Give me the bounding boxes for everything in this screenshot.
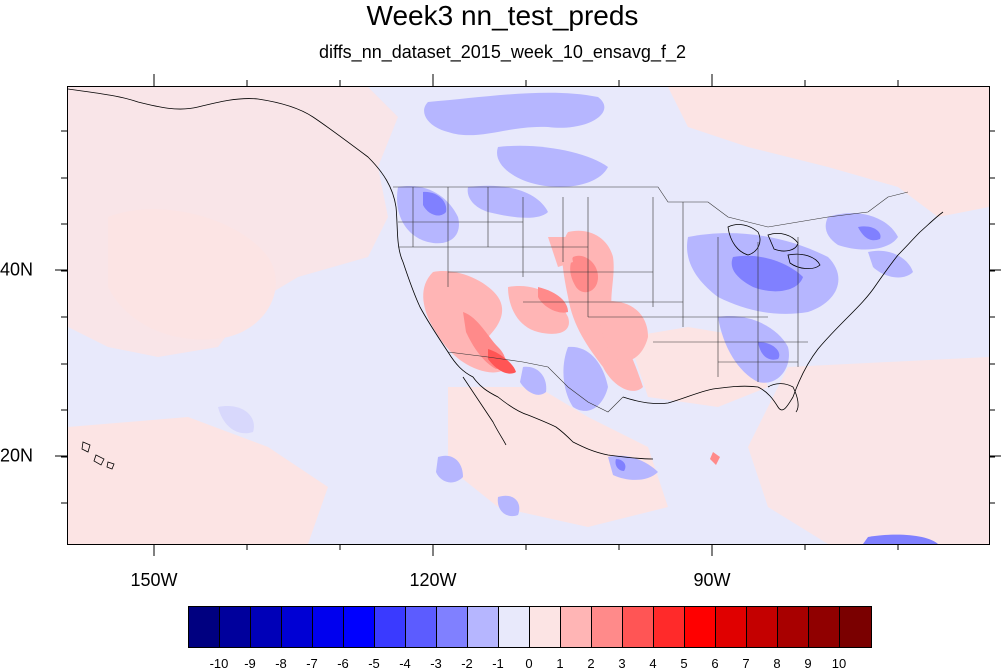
- colorbar-swatch: [840, 607, 871, 647]
- colorbar-label: 10: [831, 656, 847, 671]
- map-panel: [67, 86, 990, 545]
- colorbar-swatch: [561, 607, 592, 647]
- colorbar-swatch: [654, 607, 685, 647]
- colorbar-label: -5: [368, 656, 380, 671]
- political-borders: [393, 186, 909, 413]
- lon-label-150w: 150W: [130, 570, 178, 590]
- colorbar-label: -6: [337, 656, 349, 671]
- colorbar-label: -8: [275, 656, 287, 671]
- colorbar-label: -7: [306, 656, 318, 671]
- colorbar-swatch: [375, 607, 406, 647]
- colorbar-swatch: [189, 607, 220, 647]
- colorbar-swatch: [220, 607, 251, 647]
- positive-anomalies: [423, 230, 720, 465]
- colorbar-label: 0: [525, 656, 533, 671]
- colorbar-swatch: [251, 607, 282, 647]
- colorbar-swatch: [313, 607, 344, 647]
- colorbar-label: 2: [587, 656, 595, 671]
- colorbar-label: 5: [680, 656, 688, 671]
- lat-label-20n: 20N: [0, 445, 34, 466]
- colorbar-label: 6: [711, 656, 719, 671]
- colorbar-label: 1: [556, 656, 564, 671]
- lat-label-40n: 40N: [0, 259, 34, 280]
- pale-red-regions: [68, 87, 989, 544]
- colorbar-swatch: [282, 607, 313, 647]
- colorbar-swatch: [747, 607, 778, 647]
- map-title: Week3 nn_test_preds: [366, 0, 639, 31]
- colorbar-label: 7: [742, 656, 750, 671]
- colorbar-swatch: [530, 607, 561, 647]
- colorbar-swatch: [344, 607, 375, 647]
- colorbar-swatch: [685, 607, 716, 647]
- colorbar-labels: -10 -9 -8 -7 -6 -5 -4 -3 -2 -1 0 1 2 3 4 5 6 7 8 9 10: [0, 656, 1005, 672]
- colorbar-swatch: [499, 607, 530, 647]
- colorbar-label: 3: [618, 656, 626, 671]
- colorbar-label: 9: [804, 656, 812, 671]
- colorbar-label: -3: [430, 656, 442, 671]
- colorbar-label: -4: [399, 656, 411, 671]
- colorbar-swatch: [592, 607, 623, 647]
- colorbar-label: -9: [244, 656, 256, 671]
- colorbar-swatch: [623, 607, 654, 647]
- colorbar-swatch: [437, 607, 468, 647]
- colorbar-label: 4: [649, 656, 657, 671]
- colorbar-swatch: [468, 607, 499, 647]
- colorbar-swatch: [406, 607, 437, 647]
- colorbar-swatch: [716, 607, 747, 647]
- colorbar-swatch: [809, 607, 840, 647]
- colorbar-label: -10: [209, 656, 229, 671]
- colorbar-swatch: [778, 607, 809, 647]
- lon-label-90w: 90W: [693, 570, 731, 590]
- map-subtitle: diffs_nn_dataset_2015_week_10_ensavg_f_2: [319, 42, 686, 62]
- map-canvas: [68, 87, 989, 544]
- colorbar-label: -2: [461, 656, 473, 671]
- colorbar-label: 8: [773, 656, 781, 671]
- lon-label-120w: 120W: [409, 570, 457, 590]
- colorbar-label: -1: [492, 656, 504, 671]
- colorbar: [188, 606, 872, 648]
